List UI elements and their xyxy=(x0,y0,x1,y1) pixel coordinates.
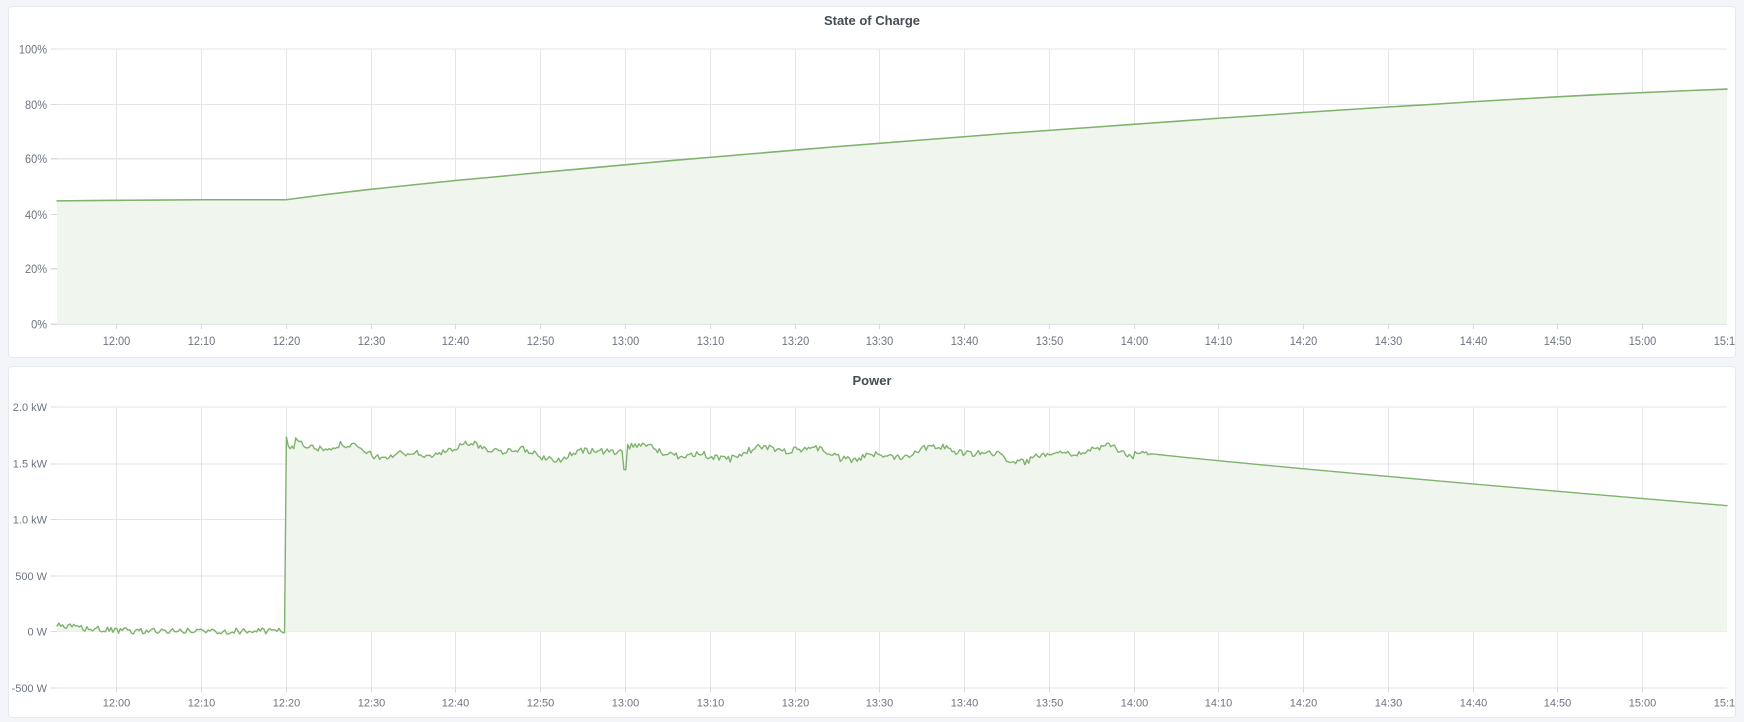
x-axis-tick-label: 12:40 xyxy=(442,697,470,709)
y-axis-tick-label: 1.5 kW xyxy=(13,459,48,471)
series-area-fill xyxy=(57,89,1727,324)
x-axis-tick-label: 13:50 xyxy=(1036,697,1064,709)
chart-area-state-of-charge[interactable]: 0% 20% 40% 60% 80% 100% 12:00 12:10 12:20 12:30 12… xyxy=(9,35,1735,357)
y-axis-tick-label: 0% xyxy=(31,318,47,332)
x-axis-tick-label: 13:10 xyxy=(697,334,725,348)
y-axis-tick-label: -500 W xyxy=(12,683,48,695)
x-axis-tick-label: 14:20 xyxy=(1290,334,1318,348)
x-axis-tick-label: 13:30 xyxy=(866,697,894,709)
x-axis-tick-label: 13:40 xyxy=(951,334,979,348)
series-area-fill xyxy=(57,437,1727,634)
panel-power: Power -500 W 0 W 500 W 1.0 kW 1.5 kW 2.0 kW 12… xyxy=(8,366,1736,718)
x-axis-tick-label: 12:40 xyxy=(442,334,470,348)
chart-state-of-charge[interactable]: 0% 20% 40% 60% 80% 100% 12:00 12:10 12:20 12:30 12… xyxy=(9,35,1735,357)
y-axis-tick-label: 60% xyxy=(25,153,47,167)
x-axis-tick-label: 14:00 xyxy=(1121,334,1149,348)
x-axis-tick-label: 12:50 xyxy=(527,697,555,709)
panel-title-state-of-charge: State of Charge xyxy=(823,13,921,28)
x-axis-tick-label: 14:10 xyxy=(1205,334,1233,348)
x-axis-tick-label: 14:30 xyxy=(1375,334,1403,348)
x-axis-tick-label: 12:20 xyxy=(273,697,301,709)
x-axis-tick-label: 12:00 xyxy=(103,334,131,348)
series-line xyxy=(56,88,1728,202)
x-axis-tick-label: 14:30 xyxy=(1375,697,1403,709)
x-axis-tick-label: 15:10 xyxy=(1714,334,1735,348)
x-axis-tick-label: 13:20 xyxy=(782,697,810,709)
panel-title-power: Power xyxy=(852,373,892,388)
x-axis-tick-label: 15:10 xyxy=(1714,697,1735,709)
x-axis-tick-label: 12:30 xyxy=(358,334,386,348)
chart-area-power[interactable]: -500 W 0 W 500 W 1.0 kW 1.5 kW 2.0 kW 12:00 12:… xyxy=(9,395,1735,717)
x-axis-tick-label: 12:00 xyxy=(103,697,131,709)
y-axis-tick-label: 20% xyxy=(25,263,47,277)
x-axis-tick-label: 13:00 xyxy=(612,334,640,348)
y-axis-tick-label: 500 W xyxy=(15,571,48,583)
x-axis-tick-label: 15:00 xyxy=(1629,334,1657,348)
x-axis-tick-label: 14:40 xyxy=(1460,697,1488,709)
x-axis-tick-label: 14:00 xyxy=(1121,697,1149,709)
x-axis-tick-label: 12:10 xyxy=(188,334,216,348)
x-axis-tick-label: 13:20 xyxy=(782,334,810,348)
x-axis-tick-label: 12:50 xyxy=(527,334,555,348)
chart-power[interactable]: -500 W 0 W 500 W 1.0 kW 1.5 kW 2.0 kW 12:00 12:… xyxy=(9,395,1735,717)
x-axis-tick-label: 12:30 xyxy=(358,697,386,709)
panel-state-of-charge: State of Charge 0% 20% 40% 60% 80% 100% 12:00 1… xyxy=(8,6,1736,358)
x-axis-tick-label: 13:10 xyxy=(697,697,725,709)
x-axis-tick-label: 14:10 xyxy=(1205,697,1233,709)
y-axis-tick-label: 40% xyxy=(25,208,47,222)
y-axis-tick-label: 1.0 kW xyxy=(13,514,48,526)
x-axis-tick-label: 12:20 xyxy=(273,334,301,348)
x-axis-tick-label: 12:10 xyxy=(188,697,216,709)
x-axis-tick-label: 14:40 xyxy=(1460,334,1488,348)
x-axis-tick-label: 14:50 xyxy=(1544,334,1572,348)
x-axis-tick-label: 13:00 xyxy=(612,697,640,709)
x-axis-tick-label: 13:50 xyxy=(1036,334,1064,348)
y-axis-tick-label: 0 W xyxy=(27,627,47,639)
x-axis-tick-label: 14:20 xyxy=(1290,697,1318,709)
x-axis-tick-label: 13:30 xyxy=(866,334,894,348)
x-axis-tick-label: 14:50 xyxy=(1544,697,1572,709)
x-axis-tick-label: 13:40 xyxy=(951,697,979,709)
y-axis-tick-label: 2.0 kW xyxy=(13,402,48,414)
y-axis-tick-label: 100% xyxy=(19,43,47,57)
y-axis-tick-label: 80% xyxy=(25,98,47,112)
series-line xyxy=(56,436,1728,635)
x-axis-tick-label: 15:00 xyxy=(1629,697,1657,709)
